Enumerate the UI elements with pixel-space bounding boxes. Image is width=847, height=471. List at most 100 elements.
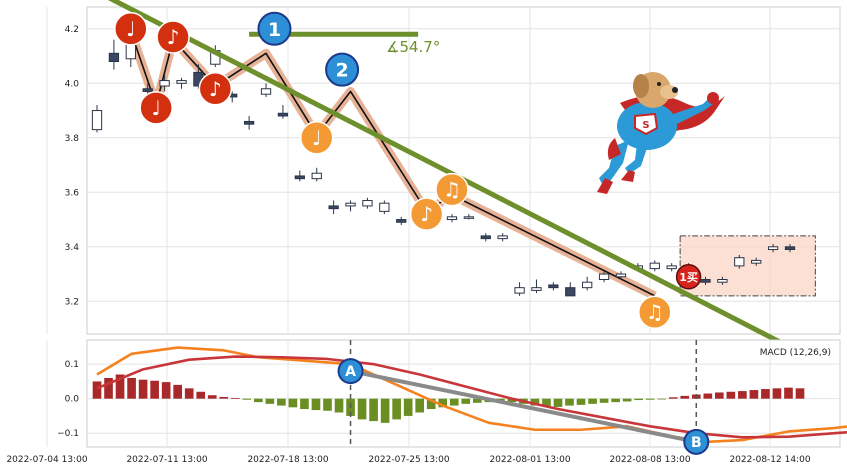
candle-body [260, 88, 272, 95]
candle [514, 282, 525, 296]
note-glyph: ♪ [209, 77, 222, 101]
macd-bar [426, 398, 436, 410]
macd-bar [634, 398, 643, 401]
candle-body [480, 235, 491, 240]
macd-bar [230, 397, 240, 399]
candle-body [700, 279, 711, 283]
note-glyph: ♫ [443, 178, 461, 202]
macd-bar [449, 398, 459, 406]
macd-bar [403, 398, 413, 416]
macd-bar [438, 398, 448, 408]
macd-bar [761, 389, 770, 399]
candle [497, 233, 508, 242]
music-note-icon: ♩ [139, 91, 173, 125]
macd-bar [507, 398, 517, 403]
macd-bar [784, 387, 793, 399]
numbered-circle [257, 11, 292, 46]
macd-bar [415, 398, 425, 413]
price-y-tick-label: 4.2 [65, 25, 79, 35]
numbered-circle [325, 52, 360, 87]
candle-body [666, 265, 677, 270]
candle-body [463, 216, 475, 219]
macd-bar [703, 393, 713, 399]
highlight-rect [679, 235, 816, 297]
candle [531, 279, 542, 294]
macd-bar [254, 398, 263, 403]
x-axis-ticks: 2022-07-04 13:00 2022-07-11 13:00 2022-07-… [6, 455, 810, 465]
macd-markers: AB [337, 340, 710, 455]
macd-panel: 0.10.0−0.1 MACD (12,26,9) AB [46, 339, 847, 455]
superhero-dog-icon: S [597, 72, 725, 194]
note-circle [139, 91, 173, 125]
candle-body [582, 281, 593, 289]
candle [446, 214, 458, 223]
candle-body [108, 52, 120, 63]
macd-bar [104, 377, 113, 399]
buy-circle [675, 264, 702, 290]
macd-bar [611, 398, 620, 403]
macd-y-tick-label: 0.0 [65, 395, 80, 405]
macd-bar [668, 397, 678, 399]
candle-body [565, 287, 576, 297]
candle [784, 244, 796, 253]
macd-bar [184, 388, 194, 399]
note-circle [156, 20, 190, 54]
macd-bar [738, 391, 747, 399]
price-y-tick-label: 3.8 [65, 134, 80, 144]
candle [362, 197, 373, 209]
macd-bar [219, 396, 229, 399]
macd-lines [96, 346, 847, 444]
macd-bar [680, 395, 690, 399]
candle-body [649, 262, 660, 270]
price-y-ticks: 3.2 3.4 3.6 3.8 4.0 4.2 [65, 25, 80, 307]
candle-body [717, 279, 728, 283]
candle [666, 263, 677, 272]
candle [294, 170, 305, 182]
music-note-icon: ♫ [638, 295, 672, 329]
macd-bar [127, 377, 136, 399]
macd-bar [715, 392, 724, 399]
note-glyph: ♩ [151, 96, 160, 120]
macd-bar [461, 398, 471, 404]
macd-bar [530, 398, 540, 406]
price-y-tick-label: 3.4 [65, 243, 80, 253]
macd-bar [161, 382, 171, 399]
macd-bar [265, 398, 275, 404]
macd-dea-line [96, 355, 847, 439]
macd-title: MACD (12,26,9) [760, 348, 831, 358]
macd-dif-line [96, 346, 847, 444]
macd-bar [277, 398, 286, 406]
x-tick-label: 2022-08-08 13:00 [609, 455, 690, 465]
price-grid [46, 7, 840, 334]
candle-body [531, 287, 542, 291]
candle [159, 75, 170, 92]
candle [717, 276, 728, 285]
macd-bar [772, 388, 782, 399]
candle-body [362, 199, 373, 207]
candle-body [767, 246, 779, 251]
macd-bar [242, 398, 252, 400]
macd-bar [392, 398, 401, 420]
music-note-icon: ♩ [114, 12, 148, 46]
candle [379, 200, 390, 215]
x-tick-label: 2022-07-11 13:00 [126, 455, 207, 465]
macd-y-tick-label: −0.1 [57, 429, 79, 439]
candle-body [396, 219, 407, 223]
candle [328, 200, 339, 215]
candle [277, 105, 289, 119]
candle [565, 282, 576, 297]
note-markers: ♩ ♩ ♪ ♪ ♩ ♪ ♫ ♫ [114, 12, 672, 329]
candle-body [751, 259, 762, 264]
macd-bar [300, 398, 309, 410]
macd-bar [576, 398, 586, 405]
macd-bar [726, 391, 736, 399]
candle-body [615, 273, 627, 278]
candle-body [734, 257, 745, 267]
macd-bar [207, 395, 217, 399]
macd-bar [369, 398, 378, 422]
macd-bar [472, 398, 482, 403]
candle [91, 105, 103, 133]
candle-body [345, 202, 356, 207]
buy-label: 1买 [679, 271, 698, 284]
